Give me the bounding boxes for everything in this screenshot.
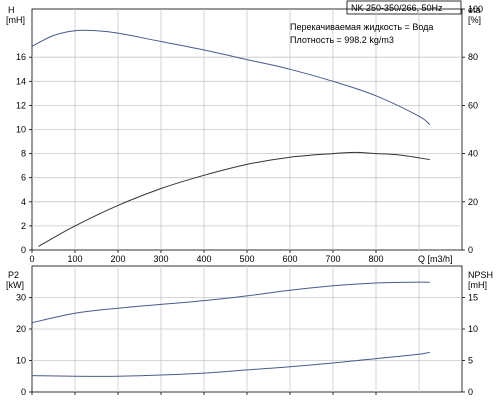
head-efficiency-panel: 0 100 200 300 400 500 600 700 800 0 2 4 6 8 10 12 14 16 0 2…	[6, 4, 483, 264]
top-y-left-tick-label: 2	[21, 221, 26, 231]
top-y-left-tick-label: 16	[16, 52, 26, 62]
top-y-left-tick-label: 12	[16, 100, 26, 110]
bottom-y-left-tick-label: 30	[16, 293, 26, 303]
top-y-right-title: eta	[468, 5, 481, 15]
bottom-y-left-tick-label: 10	[16, 356, 26, 366]
x-tick-label: 100	[67, 254, 82, 264]
top-y-left-tick-label: 6	[21, 173, 26, 183]
x-tick-label: 200	[110, 254, 125, 264]
top-y-right-unit: [%]	[468, 15, 481, 25]
top-series-1-line	[38, 151, 430, 247]
top-y-left-tick-label: 4	[21, 197, 26, 207]
top-y-left-tick-label: 10	[16, 125, 26, 135]
top-y-right-tick-label: 20	[468, 197, 478, 207]
top-y-right-tick-label: 0	[468, 245, 473, 255]
top-y-right-tick-label: 100	[468, 4, 483, 14]
top-series-0-line	[31, 29, 431, 126]
bottom-y-left-title: P2	[8, 270, 19, 280]
top-y-left-unit: [mH]	[6, 15, 25, 25]
top-y-left-tick-label: 14	[16, 76, 26, 86]
bottom-series-0-line	[31, 281, 430, 324]
model-label-box	[346, 0, 462, 15]
x-tick-label: 600	[282, 254, 297, 264]
x-tick-label: 800	[368, 254, 383, 264]
model-label: NK 250-350/266, 50Hz	[351, 3, 443, 13]
x-tick-label: 400	[196, 254, 211, 264]
bottom-y-left-tick-label: 20	[16, 324, 26, 334]
bottom-y-left-unit: [kW]	[6, 280, 24, 290]
density-text: Плотность = 998.2 kg/m3	[290, 35, 394, 45]
bottom-y-right-tick-label: 10	[468, 324, 478, 334]
bottom-y-left-tick-label: 0	[21, 387, 26, 397]
x-tick-label: 0	[29, 254, 34, 264]
top-y-right-tick-label: 40	[468, 149, 478, 159]
bottom-y-right-tick-label: 15	[468, 293, 478, 303]
top-y-left-tick-label: 0	[21, 245, 26, 255]
top-y-right-tick-label: 80	[468, 52, 478, 62]
bottom-y-right-tick-label: 5	[468, 356, 473, 366]
top-y-left-tick-label: 8	[21, 149, 26, 159]
bottom-series-1-line	[31, 351, 430, 377]
top-y-left-title: H	[8, 5, 15, 15]
x-axis-title: Q [m3/h]	[418, 254, 453, 264]
x-tick-label: 500	[239, 254, 254, 264]
power-npsh-panel: 0 10 20 30 0 5 10 15 P2[kW] NPSH[mH]	[6, 265, 493, 397]
top-y-right-tick-label: 60	[468, 100, 478, 110]
liquid-text: Перекачиваемая жидкость = Вода	[290, 22, 433, 32]
bottom-y-right-tick-label: 0	[468, 387, 473, 397]
bottom-y-right-unit: [mH]	[468, 280, 487, 290]
x-tick-label: 300	[153, 254, 168, 264]
bottom-y-right-title: NPSH	[468, 270, 493, 280]
x-tick-label: 700	[325, 254, 340, 264]
